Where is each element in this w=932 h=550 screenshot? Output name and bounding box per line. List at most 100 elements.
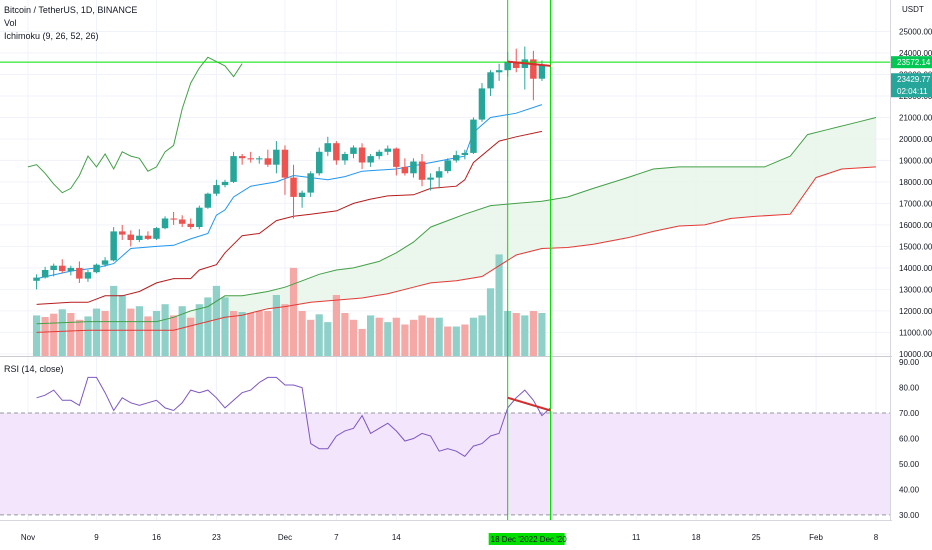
price-tick-label: 21000.00 <box>899 113 932 122</box>
candle-body <box>530 59 537 79</box>
senkou-span-b-line <box>36 166 877 333</box>
cloud-fill <box>36 117 877 333</box>
candle-body <box>470 119 477 153</box>
time-tick-label: 23 <box>212 533 221 542</box>
time-tick-label: 14 <box>392 533 401 542</box>
volume-bar <box>495 254 503 356</box>
chart-title: Bitcoin / TetherUS, 1D, BINANCE <box>4 5 138 15</box>
price-tick-label: 17000.00 <box>899 199 932 208</box>
candle-body <box>444 160 451 172</box>
candle-body <box>427 177 434 180</box>
candle-body <box>119 231 126 235</box>
volume-bar <box>195 304 203 356</box>
volume-bar <box>521 315 529 356</box>
candle-body <box>213 185 220 194</box>
volume-bar <box>349 319 358 356</box>
price-tick-label: 25000.00 <box>899 27 932 36</box>
candle-body <box>358 147 366 163</box>
candle-body <box>367 156 374 163</box>
candle-body <box>298 192 306 197</box>
price-tick-label: 13000.00 <box>899 285 932 294</box>
volume-bar <box>58 309 66 356</box>
candle-body <box>401 166 409 174</box>
candle-body <box>50 265 57 270</box>
volume-bar <box>238 312 246 356</box>
volume-bar <box>135 306 143 356</box>
rsi-tick-label: 60.00 <box>899 435 920 444</box>
candle-body <box>196 207 203 227</box>
volume-bar <box>92 308 101 356</box>
volume-bar <box>332 295 340 356</box>
volume-bar <box>144 316 152 356</box>
volume-bar <box>41 317 49 356</box>
currency-label: USDT <box>902 5 924 14</box>
candle-body <box>375 151 383 157</box>
candle-body <box>410 161 417 174</box>
volume-bar <box>452 326 460 356</box>
candle-body <box>221 181 229 186</box>
price-tick-label: 12000.00 <box>899 307 932 316</box>
volume-bar <box>33 315 41 356</box>
candle-body <box>324 143 331 152</box>
volume-bar <box>204 297 212 356</box>
candle-body <box>435 171 443 178</box>
candle-body <box>84 272 92 279</box>
candle-body <box>110 231 117 261</box>
candle-body <box>461 152 469 155</box>
lagging-span-line <box>27 56 243 194</box>
price-tick-label: 19000.00 <box>899 156 932 165</box>
volume-bar <box>418 315 426 356</box>
candle-body <box>487 72 494 89</box>
candle-body <box>59 265 66 272</box>
volume-bar <box>101 311 109 356</box>
volume-bar <box>409 319 418 356</box>
volume-bar <box>401 324 409 356</box>
candle-body <box>204 193 212 208</box>
volume-bar <box>435 317 443 356</box>
volume-bar <box>50 313 58 356</box>
rsi-tick-label: 40.00 <box>899 485 920 494</box>
volume-bar <box>127 308 135 356</box>
volume-bar <box>247 313 255 356</box>
volume-bar <box>84 316 92 356</box>
candle-body <box>256 158 263 160</box>
rsi-legend: RSI (14, close) <box>4 364 64 374</box>
candle-body <box>264 158 272 165</box>
volume-bar <box>486 288 495 356</box>
volume-bar <box>538 313 546 356</box>
rsi-tick-label: 70.00 <box>899 409 920 418</box>
candle-body <box>316 151 323 174</box>
time-tick-label: 16 <box>152 533 161 542</box>
candle-body <box>281 149 289 178</box>
candle-body <box>127 234 134 240</box>
volume-bar <box>67 313 75 356</box>
volume-bar <box>118 295 126 356</box>
candle-body <box>76 267 83 279</box>
ichimoku-cloud <box>36 117 877 333</box>
candle-body <box>101 260 109 265</box>
marker-date-2: 22 Dec '20 <box>529 535 568 544</box>
candle-body <box>538 65 546 79</box>
last-price-value: 23572.14 <box>897 58 931 67</box>
candle-body <box>453 155 460 161</box>
volume-bar <box>358 328 366 356</box>
annotations <box>0 0 890 520</box>
candlesticks <box>33 46 546 290</box>
current-price-badge <box>891 73 932 98</box>
time-tick-label: 9 <box>94 533 99 542</box>
candle-body <box>178 219 186 224</box>
volume-bar <box>341 313 349 356</box>
candle-body <box>307 173 314 193</box>
rsi-tick-label: 30.00 <box>899 511 920 520</box>
candle-body <box>33 277 40 281</box>
candle-body <box>230 156 237 182</box>
volume-bar <box>315 314 323 356</box>
volume-bar <box>512 313 520 356</box>
volume-bar <box>212 285 220 356</box>
candle-body <box>384 148 391 152</box>
volume-bar <box>367 315 375 356</box>
volume-bar <box>307 319 315 356</box>
marker-date-1: 18 Dec '20 <box>491 535 530 544</box>
volume-bar <box>75 319 83 356</box>
